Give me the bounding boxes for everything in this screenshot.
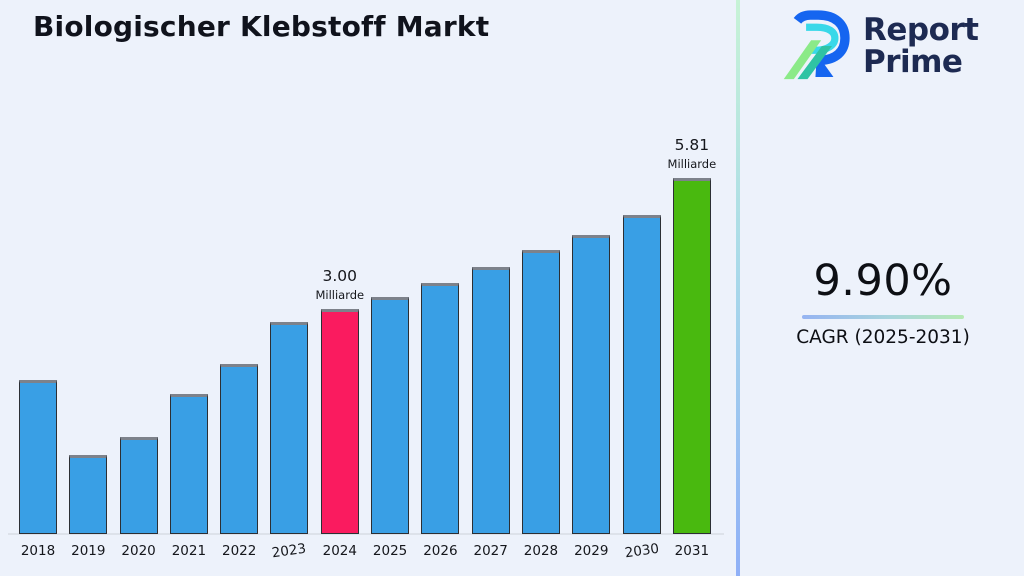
cagr-underline: [802, 315, 964, 319]
logo-word-report: Report: [863, 12, 979, 48]
bar-column-2019: 2019: [69, 150, 108, 559]
x-axis-label-2027: 2027: [473, 543, 508, 559]
bar-2028: [521, 250, 560, 534]
bar-column-2026: 2026: [421, 150, 460, 559]
logo-word-prime: Prime: [863, 44, 963, 80]
bar-column-2030: 2030: [622, 150, 661, 561]
bar-2027: [471, 267, 510, 534]
bar-column-2022: 2022: [220, 150, 259, 559]
bar-2020: [119, 437, 158, 534]
bar-2018: [19, 380, 57, 534]
report-prime-logo: Report Prime: [778, 8, 979, 84]
bar-2024: [320, 309, 359, 534]
report-prime-logo-text: Report Prime: [863, 14, 979, 78]
x-axis-label-2019: 2019: [71, 543, 106, 559]
cagr-label: CAGR (2025-2031): [796, 327, 970, 348]
x-axis-label-2029: 2029: [574, 543, 609, 559]
x-axis-label-2021: 2021: [171, 543, 207, 559]
annotation-value: 3.00: [322, 267, 358, 285]
bar-2021: [169, 394, 208, 534]
bar-column-2029: 2029: [572, 150, 611, 559]
x-axis-label-2024: 2024: [322, 543, 357, 559]
value-annotation-2024: 3.00 Milliarde: [315, 267, 364, 302]
annotation-value: 5.81: [674, 136, 710, 154]
annotation-unit: Milliarde: [315, 288, 365, 302]
x-axis-label-2020: 2020: [121, 543, 156, 559]
bar-2025: [371, 297, 410, 534]
bar-2029: [572, 235, 611, 534]
bar-column-2020: 2020: [119, 150, 158, 559]
bar-column-2025: 2025: [371, 150, 410, 559]
bar-2030: [622, 215, 661, 534]
x-axis-label-2028: 2028: [523, 543, 559, 559]
bar-column-2023: 2023: [270, 150, 309, 561]
bar-column-2024: 2024 3.00 Milliarde: [315, 150, 364, 559]
x-axis-label-2030: 2030: [623, 540, 660, 562]
bar-2031: [672, 178, 711, 534]
x-axis-label-2023: 2023: [271, 540, 308, 562]
cagr-value: 9.90%: [813, 256, 953, 306]
bar-column-2018: 2018: [19, 150, 57, 559]
x-axis-label-2031: 2031: [674, 543, 710, 559]
bar-column-2031: 2031 5.81 Milliarde: [668, 136, 717, 559]
value-annotation-2031: 5.81 Milliarde: [668, 136, 717, 171]
cagr-panel: 9.90% CAGR (2025-2031): [792, 256, 974, 348]
x-axis-label-2025: 2025: [372, 543, 408, 559]
x-axis-label-2022: 2022: [222, 543, 257, 559]
bar-column-2028: 2028: [521, 150, 560, 559]
bar-column-2021: 2021: [169, 150, 208, 559]
bar-column-2027: 2027: [471, 150, 510, 559]
page-title: Biologischer Klebstoff Markt: [33, 10, 490, 43]
vertical-divider: [736, 0, 740, 576]
bar-2023: [270, 322, 309, 534]
x-axis-line: [8, 533, 724, 535]
x-axis-label-2018: 2018: [20, 543, 56, 559]
report-prime-logo-icon: [783, 10, 850, 80]
annotation-unit: Milliarde: [667, 157, 717, 171]
bar-2019: [69, 455, 108, 534]
bar-2022: [220, 364, 259, 534]
bar-chart: 2018 2019 2020 2021 2022 2023 2024 3.00 Milliard…: [19, 136, 717, 561]
x-axis-label-2026: 2026: [423, 543, 458, 559]
bar-2026: [421, 283, 460, 534]
